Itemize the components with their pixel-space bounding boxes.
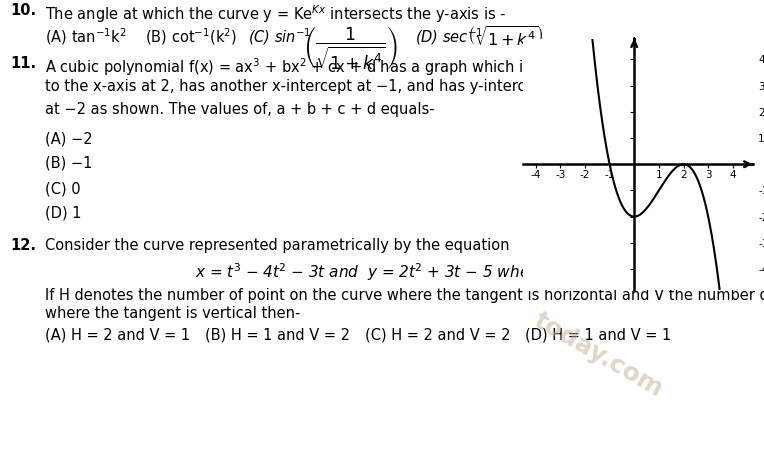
Text: x = t$^3$ $-$ 4t$^2$ $-$ 3t and  y = 2t$^2$ + 3t $-$ 5 where t $\in$ R: x = t$^3$ $-$ 4t$^2$ $-$ 3t and y = 2t$^… (195, 261, 595, 283)
Text: (A) tan$^{-1}$k$^2$: (A) tan$^{-1}$k$^2$ (45, 26, 127, 47)
Text: $\left(\dfrac{1}{\sqrt{1+k^4}}\right)$: $\left(\dfrac{1}{\sqrt{1+k^4}}\right)$ (303, 25, 397, 72)
Text: (C) sin$^{-1}$: (C) sin$^{-1}$ (248, 26, 312, 47)
Text: (B) H = 1 and V = 2: (B) H = 1 and V = 2 (205, 328, 350, 343)
Text: $\left(\sqrt{1+k^4}\right)$: $\left(\sqrt{1+k^4}\right)$ (467, 25, 544, 49)
Text: Consider the curve represented parametrically by the equation: Consider the curve represented parametri… (45, 238, 510, 253)
Text: (A) H = 2 and V = 1: (A) H = 2 and V = 1 (45, 328, 190, 343)
Text: 12.: 12. (10, 238, 36, 253)
Text: where the tangent is vertical then-: where the tangent is vertical then- (45, 306, 300, 321)
Text: (D) sec$^{-1}$: (D) sec$^{-1}$ (415, 26, 483, 47)
Text: at −2 as shown. The values of, a + b + c + d equals-: at −2 as shown. The values of, a + b + c… (45, 102, 435, 117)
Text: (D) H = 1 and V = 1: (D) H = 1 and V = 1 (525, 328, 672, 343)
Text: (D) 1: (D) 1 (45, 206, 82, 221)
Text: The angle at which the curve y = Ke$^{Kx}$ intersects the y-axis is -: The angle at which the curve y = Ke$^{Kx… (45, 3, 506, 25)
Text: (A) −2: (A) −2 (45, 131, 92, 146)
Text: A cubic polynomial f(x) = ax$^3$ + bx$^2$ + cx + d has a graph which is tangent: A cubic polynomial f(x) = ax$^3$ + bx$^2… (45, 56, 594, 78)
Text: today.com: today.com (530, 308, 668, 401)
Text: (B) cot$^{-1}$(k$^2$): (B) cot$^{-1}$(k$^2$) (145, 26, 237, 47)
Text: 10.: 10. (10, 3, 36, 18)
Text: 11.: 11. (10, 56, 36, 71)
Text: (B) −1: (B) −1 (45, 156, 92, 171)
Text: (C) H = 2 and V = 2: (C) H = 2 and V = 2 (365, 328, 510, 343)
Text: (C) 0: (C) 0 (45, 181, 81, 196)
Text: to the x-axis at 2, has another x-intercept at −1, and has y-intercept: to the x-axis at 2, has another x-interc… (45, 79, 549, 94)
Text: If H denotes the number of point on the curve where the tangent is horizontal an: If H denotes the number of point on the … (45, 288, 764, 303)
